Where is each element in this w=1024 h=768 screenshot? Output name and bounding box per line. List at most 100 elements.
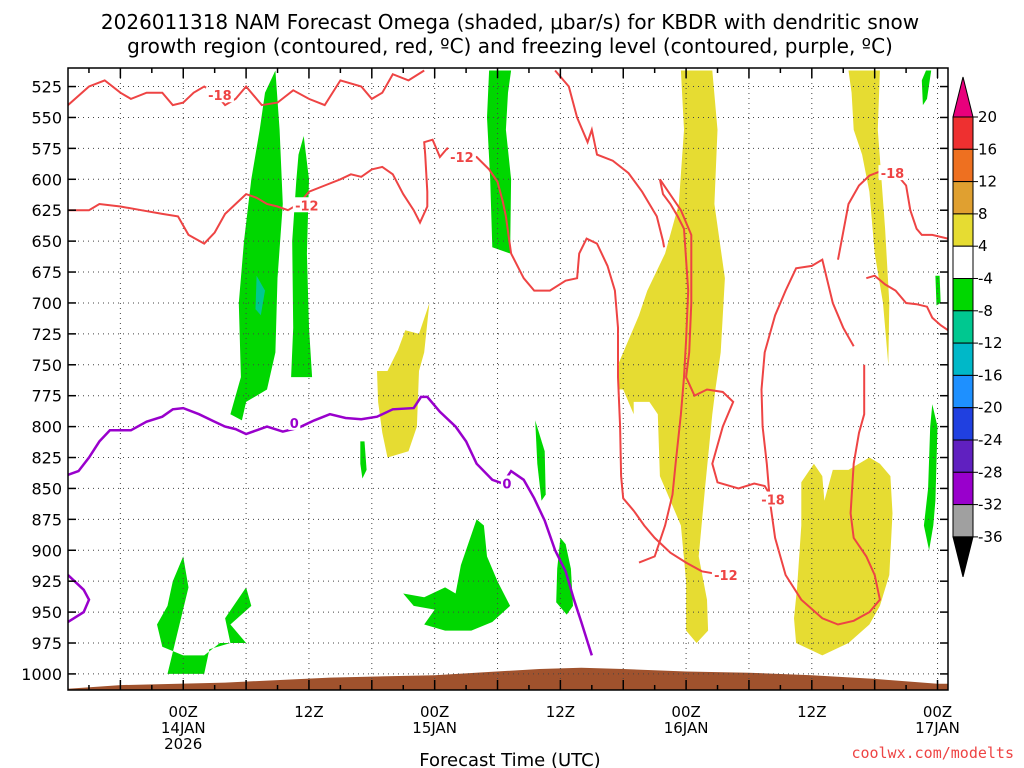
dendritic-contour-line: [837, 168, 948, 260]
colorbar-top-triangle: [952, 76, 974, 118]
colorbar-label: -32: [978, 496, 1003, 514]
x-tick-label: 00Z: [169, 703, 198, 721]
y-tick-label: 800: [31, 418, 62, 437]
x-tick-label: 16JAN: [664, 719, 709, 737]
dendritic-contour-line: [504, 216, 723, 576]
contour-label: -12: [714, 569, 738, 584]
x-tick-label: 12Z: [797, 703, 826, 721]
omega-region-yellow: [618, 70, 725, 643]
omega-region-green: [935, 275, 941, 306]
omega-region-green: [230, 70, 283, 421]
colorbar-segment: [952, 245, 974, 279]
colorbar-label: -20: [978, 399, 1003, 417]
contour-label: -18: [208, 89, 232, 104]
y-tick-label: 750: [31, 356, 62, 375]
omega-region-green: [291, 136, 313, 378]
colorbar-label: 20: [978, 108, 997, 126]
freezing-level-contour-line: [68, 395, 593, 656]
dendritic-contour-line: [68, 69, 425, 107]
contour-label: -12: [450, 151, 474, 166]
dendritic-contour-line: [638, 179, 690, 564]
colorbar-label: 8: [978, 205, 988, 223]
colorbar-label: -36: [978, 528, 1003, 546]
x-tick-label: 15JAN: [412, 719, 457, 737]
y-tick-label: 625: [31, 201, 62, 220]
colorbar-label: -8: [978, 302, 993, 320]
colorbar-segment: [952, 278, 974, 312]
y-tick-label: 1000: [21, 665, 62, 684]
colorbar: 20 16 12 8 4 -4 -8 -12 -16 -20 -24 -28 -32 -36: [952, 76, 1003, 578]
colorbar-segment: [952, 148, 974, 183]
contour-label-bg: [759, 491, 788, 507]
colorbar-segment: [952, 342, 974, 376]
y-tick-label: 925: [31, 572, 62, 591]
y-tick-label: 700: [31, 294, 62, 313]
colorbar-label: -16: [978, 366, 1003, 384]
y-tick-label: 575: [31, 139, 62, 158]
terrain-fill: [68, 667, 948, 690]
x-tick-label: 00Z: [923, 703, 952, 721]
contour-label: -18: [881, 167, 905, 182]
y-tick-label: 775: [31, 387, 62, 406]
colorbar-label: -28: [978, 463, 1003, 481]
chart-title-line1: 2026011318 NAM Forecast Omega (shaded, μ…: [101, 10, 919, 34]
colorbar-segment: [952, 471, 974, 506]
y-tick-label: 950: [31, 603, 62, 622]
x-axis-label: Forecast Time (UTC): [419, 750, 600, 768]
x-tick-label: 12Z: [294, 703, 323, 721]
y-tick-label: 875: [31, 510, 62, 529]
plot-frame: [67, 67, 949, 691]
axes: 525 550 575 600 625 650 675 700 725 750 775 800 825 8…: [21, 67, 960, 753]
omega-region-green: [535, 420, 546, 501]
contour-label: 0: [290, 417, 299, 432]
contour-label: -12: [295, 199, 319, 214]
omega-region-green: [923, 404, 938, 551]
plot-clip-group: -18 -12 -12 -18 -18 -12 0 0: [68, 68, 948, 690]
y-tick-label: 650: [31, 232, 62, 251]
colorbar-label: 12: [978, 173, 997, 191]
omega-region-green: [157, 556, 252, 674]
x-tick-label: 00Z: [671, 703, 700, 721]
colorbar-segment: [952, 116, 974, 150]
chart-title-line2: growth region (contoured, red, ºC) and f…: [127, 34, 893, 58]
contour-label-bg: [288, 414, 301, 430]
colorbar-segment: [952, 181, 974, 215]
x-tick-label: 00Z: [420, 703, 449, 721]
dendritic-contour-line: [68, 138, 507, 245]
contour-label-bg: [878, 165, 907, 181]
x-tick-label: 17JAN: [915, 719, 960, 737]
contour-label-bg: [292, 197, 321, 213]
credit-text: coolwx.com/modelts: [851, 744, 1014, 762]
omega-region-yellow: [377, 303, 430, 458]
colorbar-segment: [952, 504, 974, 538]
contour-label-bg: [711, 566, 740, 582]
colorbar-label: 16: [978, 140, 997, 158]
y-tick-label: 725: [31, 325, 62, 344]
omega-region-green: [360, 441, 367, 479]
omega-region-green: [921, 70, 932, 106]
colorbar-segment: [952, 407, 974, 441]
dendritic-contour-line: [554, 69, 666, 248]
omega-region-teal: [255, 275, 265, 316]
colorbar-segment: [952, 310, 974, 344]
y-tick-label: 675: [31, 263, 62, 282]
colorbar-bottom-triangle: [952, 536, 974, 578]
colorbar-label: 4: [978, 237, 988, 255]
contour-label: 0: [502, 477, 511, 492]
x-tick-label: 14JAN: [161, 719, 206, 737]
omega-region-green: [403, 519, 511, 631]
contour-label-bg: [205, 87, 234, 103]
y-tick-label: 600: [31, 170, 62, 189]
omega-region-yellow: [794, 457, 893, 656]
y-tick-label: 975: [31, 634, 62, 653]
contour-label-bg: [447, 149, 476, 165]
dendritic-contour-line: [760, 258, 881, 626]
y-tick-label: 550: [31, 108, 62, 127]
colorbar-segment: [952, 374, 974, 409]
dendritic-contour-line: [866, 274, 948, 332]
omega-region-green: [556, 537, 573, 615]
colorbar-label: -4: [978, 270, 993, 288]
y-tick-label: 825: [31, 449, 62, 468]
contour-label: -18: [761, 494, 785, 509]
